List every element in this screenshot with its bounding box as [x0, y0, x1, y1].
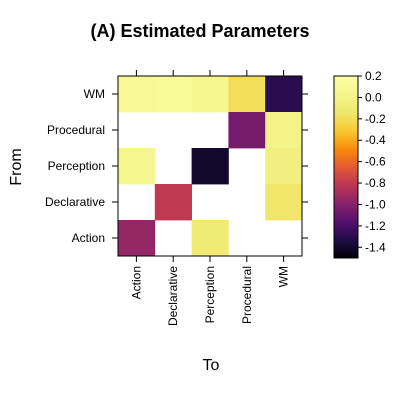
y-tick-label: Action	[72, 231, 105, 245]
heatmap-cell	[265, 112, 302, 148]
y-tick-label: Procedural	[47, 123, 105, 137]
heatmap-cell	[228, 112, 265, 148]
x-axis-label: To	[203, 357, 220, 374]
heatmap-cell	[265, 184, 302, 220]
heatmap-cell	[192, 220, 229, 256]
heatmap-cells	[118, 76, 302, 256]
x-tick-label: Procedural	[240, 266, 254, 324]
heatmap-cell	[265, 76, 302, 112]
heatmap-cell	[228, 76, 265, 112]
y-tick-label: Perception	[48, 159, 105, 173]
y-tick-label: Declarative	[45, 195, 105, 209]
x-tick-label: Declarative	[166, 266, 180, 326]
colorbar-tick-label: 0.2	[365, 69, 382, 83]
colorbar-tick-label: -0.8	[365, 176, 386, 190]
colorbar-tick-label: -0.4	[365, 133, 386, 147]
heatmap-cell	[192, 148, 229, 184]
chart-title: (A) Estimated Parameters	[90, 21, 309, 41]
x-tick-label: Perception	[203, 266, 217, 323]
heatmap-cell	[118, 76, 155, 112]
x-tick-label: Action	[129, 266, 143, 299]
heatmap-cell	[155, 76, 192, 112]
colorbar-tick-label: -1.2	[365, 219, 386, 233]
heatmap-cell	[118, 148, 155, 184]
colorbar-tick-label: -0.6	[365, 155, 386, 169]
colorbar-gradient	[334, 76, 358, 258]
colorbar: 0.2 0.0 -0.2 -0.4 -0.6 -0.8 -1.0 -1.2 -1.4	[334, 69, 386, 258]
x-tick-labels: Action Declarative Perception Procedural WM	[129, 266, 290, 326]
x-tick-label: WM	[277, 266, 291, 287]
heatmap-cell	[192, 76, 229, 112]
heatmap-cell	[118, 220, 155, 256]
y-tick-labels: Action Declarative Perception Procedural WM	[45, 87, 105, 245]
colorbar-tick-label: 0.0	[365, 90, 382, 104]
heatmap-cell	[265, 148, 302, 184]
colorbar-tick-label: -1.0	[365, 197, 386, 211]
y-axis-label: From	[8, 148, 25, 185]
heatmap-cell	[155, 184, 192, 220]
colorbar-tick-label: -1.4	[365, 240, 386, 254]
colorbar-tick-label: -0.2	[365, 112, 386, 126]
y-tick-label: WM	[84, 87, 105, 101]
